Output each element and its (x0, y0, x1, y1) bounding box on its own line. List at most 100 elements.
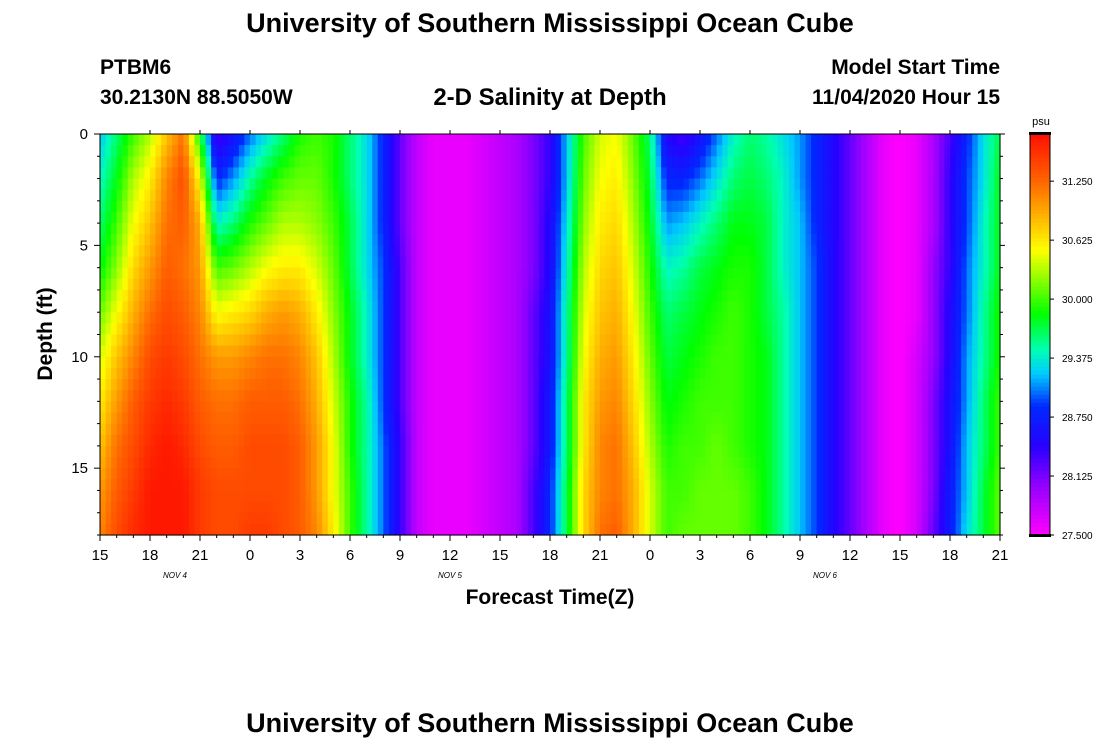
heatmap-cell (688, 401, 696, 414)
heatmap-cell (611, 445, 618, 458)
heatmap-cell (244, 334, 251, 347)
heatmap-cell (750, 223, 757, 235)
heatmap-cell (877, 289, 884, 302)
heatmap-cell (961, 390, 968, 402)
heatmap-cell (527, 211, 534, 224)
heatmap-cell (655, 178, 662, 191)
heatmap-cell (322, 345, 329, 358)
heatmap-cell (844, 457, 851, 469)
heatmap-cell (733, 178, 740, 191)
heatmap-cell (205, 289, 212, 302)
heatmap-cell (811, 468, 818, 480)
heatmap-cell (522, 379, 529, 391)
heatmap-cell (427, 412, 434, 425)
heatmap-cell (433, 434, 440, 447)
heatmap-cell (772, 412, 779, 425)
heatmap-cell (127, 457, 134, 469)
heatmap-cell (222, 379, 229, 391)
heatmap-cell (977, 312, 984, 324)
heatmap-cell (561, 211, 568, 224)
heatmap-cell (116, 211, 123, 224)
heatmap-cell (266, 345, 273, 358)
heatmap-cell (966, 323, 973, 336)
heatmap-cell (322, 323, 329, 336)
heatmap-cell (322, 434, 329, 447)
heatmap-cell (522, 278, 529, 291)
heatmap-cell (600, 134, 607, 146)
heatmap-cell (288, 312, 296, 324)
heatmap-cell (688, 289, 696, 302)
heatmap-cell (761, 234, 768, 246)
heatmap-cell (800, 189, 807, 202)
heatmap-cell (750, 390, 757, 402)
heatmap-cell (794, 278, 801, 291)
heatmap-cell (822, 267, 829, 280)
heatmap-cell (138, 423, 146, 436)
heatmap-cell (311, 390, 318, 402)
heatmap-cell (827, 423, 834, 436)
heatmap-cell (216, 301, 223, 313)
heatmap-cell (372, 278, 379, 291)
heatmap-cell (683, 145, 690, 157)
heatmap-cell (311, 401, 318, 414)
heatmap-cell (550, 457, 557, 469)
heatmap-cell (422, 390, 429, 402)
heatmap-cell (772, 167, 779, 180)
heatmap-cell (455, 412, 462, 425)
heatmap-cell (122, 423, 129, 436)
heatmap-cell (650, 367, 657, 380)
heatmap-cell (716, 245, 723, 258)
heatmap-cell (727, 267, 734, 280)
heatmap-cell (250, 312, 257, 324)
heatmap-cell (572, 434, 579, 447)
heatmap-cell (933, 245, 940, 258)
heatmap-cell (861, 178, 868, 191)
heatmap-cell (716, 367, 723, 380)
heatmap-cell (300, 156, 307, 169)
heatmap-cell (277, 434, 284, 447)
heatmap-cell (266, 145, 273, 157)
heatmap-cell (905, 211, 912, 224)
heatmap-cell (650, 267, 657, 280)
heatmap-cell (172, 145, 179, 157)
heatmap-cell (416, 200, 423, 213)
heatmap-cell (333, 189, 340, 202)
heatmap-cell (827, 412, 834, 425)
heatmap-cell (794, 379, 801, 391)
heatmap-cell (916, 156, 923, 169)
heatmap-cell (905, 256, 912, 269)
heatmap-cell (166, 134, 173, 146)
heatmap-cell (294, 167, 301, 180)
heatmap-cell (827, 134, 834, 146)
heatmap-cell (811, 145, 818, 157)
heatmap-cell (522, 211, 529, 224)
heatmap-cell (455, 234, 462, 246)
heatmap-cell (727, 189, 734, 202)
heatmap-cell (255, 390, 262, 402)
heatmap-cell (327, 390, 334, 402)
heatmap-cell (144, 223, 151, 235)
heatmap-cell (561, 134, 568, 146)
heatmap-cell (127, 468, 134, 480)
heatmap-cell (205, 401, 212, 414)
heatmap-cell (916, 356, 923, 369)
heatmap-cell (383, 434, 390, 447)
heatmap-cell (705, 189, 712, 202)
heatmap-cell (800, 379, 807, 391)
heatmap-cell (505, 379, 512, 391)
heatmap-cell (216, 457, 223, 469)
heatmap-cell (855, 334, 862, 347)
heatmap-cell (616, 412, 623, 425)
heatmap-cell (122, 134, 129, 146)
heatmap-cell (261, 334, 268, 347)
heatmap-cell (622, 223, 629, 235)
heatmap-cell (916, 334, 923, 347)
heatmap-cell (383, 167, 390, 180)
heatmap-cell (922, 345, 929, 358)
heatmap-cell (661, 434, 668, 447)
heatmap-cell (283, 234, 290, 246)
heatmap-cell (155, 134, 162, 146)
heatmap-cell (877, 323, 884, 336)
heatmap-cell (238, 301, 246, 313)
heatmap-cell (261, 289, 268, 302)
